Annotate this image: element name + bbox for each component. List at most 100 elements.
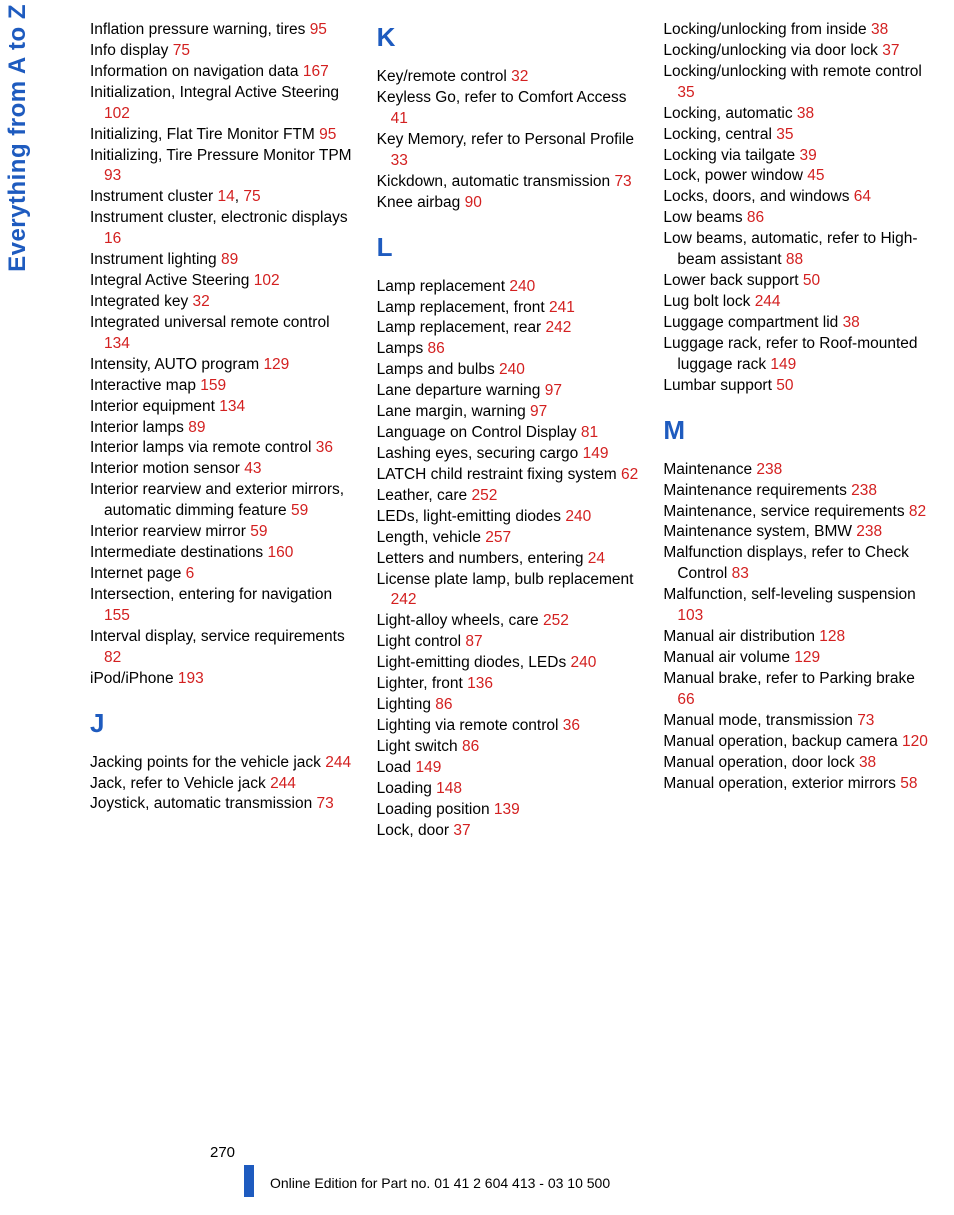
page-ref[interactable]: 37 bbox=[882, 42, 899, 59]
page-ref[interactable]: 97 bbox=[530, 403, 547, 420]
page-ref[interactable]: 38 bbox=[843, 314, 860, 331]
page-ref[interactable]: 50 bbox=[776, 377, 793, 394]
page-ref[interactable]: 43 bbox=[244, 460, 261, 477]
page-ref[interactable]: 14 bbox=[218, 188, 235, 205]
index-entry: Lug bolt lock 244 bbox=[663, 292, 930, 313]
page-ref[interactable]: 238 bbox=[756, 461, 782, 478]
page-ref[interactable]: 252 bbox=[543, 612, 569, 629]
page-ref[interactable]: 64 bbox=[854, 188, 871, 205]
page-ref[interactable]: 155 bbox=[104, 607, 130, 624]
page-ref[interactable]: 193 bbox=[178, 670, 204, 687]
index-entry: Lighting via remote control 36 bbox=[377, 716, 644, 737]
page-ref[interactable]: 120 bbox=[902, 733, 928, 750]
page-ref[interactable]: 159 bbox=[200, 377, 226, 394]
page-ref[interactable]: 129 bbox=[794, 649, 820, 666]
page-ref[interactable]: 50 bbox=[803, 272, 820, 289]
page-ref[interactable]: 134 bbox=[219, 398, 245, 415]
index-entry: Lamps 86 bbox=[377, 339, 644, 360]
page-ref[interactable]: 66 bbox=[677, 691, 694, 708]
page-ref[interactable]: 16 bbox=[104, 230, 121, 247]
page-ref[interactable]: 240 bbox=[571, 654, 597, 671]
index-entry: Keyless Go, refer to Comfort Access 41 bbox=[377, 88, 644, 130]
page-ref[interactable]: 128 bbox=[819, 628, 845, 645]
page-ref[interactable]: 36 bbox=[316, 439, 333, 456]
page-ref[interactable]: 73 bbox=[857, 712, 874, 729]
page-ref[interactable]: 238 bbox=[851, 482, 877, 499]
page-ref[interactable]: 148 bbox=[436, 780, 462, 797]
page-ref[interactable]: 86 bbox=[747, 209, 764, 226]
page-ref[interactable]: 39 bbox=[799, 147, 816, 164]
page-ref[interactable]: 167 bbox=[303, 63, 329, 80]
page-ref[interactable]: 45 bbox=[807, 167, 824, 184]
index-entry: Manual operation, exterior mirrors 58 bbox=[663, 774, 930, 795]
page-ref[interactable]: 75 bbox=[243, 188, 260, 205]
page-ref[interactable]: 95 bbox=[319, 126, 336, 143]
page-ref[interactable]: 81 bbox=[581, 424, 598, 441]
page-ref[interactable]: 37 bbox=[453, 822, 470, 839]
page-ref[interactable]: 73 bbox=[614, 173, 631, 190]
page-ref[interactable]: 86 bbox=[435, 696, 452, 713]
page-ref[interactable]: 241 bbox=[549, 299, 575, 316]
index-entry: LEDs, light-emitting diodes 240 bbox=[377, 507, 644, 528]
page-ref[interactable]: 75 bbox=[173, 42, 190, 59]
page-ref[interactable]: 6 bbox=[186, 565, 195, 582]
page-ref[interactable]: 82 bbox=[104, 649, 121, 666]
page-ref[interactable]: 240 bbox=[509, 278, 535, 295]
index-entry: Initialization, Integral Active Steering… bbox=[90, 83, 357, 125]
page-ref[interactable]: 41 bbox=[391, 110, 408, 127]
page-ref[interactable]: 90 bbox=[465, 194, 482, 211]
page-ref[interactable]: 149 bbox=[415, 759, 441, 776]
page-ref[interactable]: 89 bbox=[221, 251, 238, 268]
page-ref[interactable]: 24 bbox=[588, 550, 605, 567]
page-ref[interactable]: 95 bbox=[310, 21, 327, 38]
page-ref[interactable]: 257 bbox=[485, 529, 511, 546]
page-ref[interactable]: 59 bbox=[291, 502, 308, 519]
page-ref[interactable]: 87 bbox=[465, 633, 482, 650]
page-ref[interactable]: 136 bbox=[467, 675, 493, 692]
page-ref[interactable]: 86 bbox=[462, 738, 479, 755]
page-ref[interactable]: 32 bbox=[511, 68, 528, 85]
index-entry: Lock, door 37 bbox=[377, 821, 644, 842]
page-ref[interactable]: 36 bbox=[563, 717, 580, 734]
page-ref[interactable]: 160 bbox=[268, 544, 294, 561]
page-ref[interactable]: 242 bbox=[546, 319, 572, 336]
page-ref[interactable]: 102 bbox=[254, 272, 280, 289]
page-ref[interactable]: 97 bbox=[545, 382, 562, 399]
page-ref[interactable]: 252 bbox=[471, 487, 497, 504]
page-ref[interactable]: 88 bbox=[786, 251, 803, 268]
page-ref[interactable]: 244 bbox=[755, 293, 781, 310]
page-ref[interactable]: 33 bbox=[391, 152, 408, 169]
page-ref[interactable]: 238 bbox=[856, 523, 882, 540]
page-ref[interactable]: 240 bbox=[499, 361, 525, 378]
page-ref[interactable]: 86 bbox=[428, 340, 445, 357]
page-ref[interactable]: 240 bbox=[565, 508, 591, 525]
page-ref[interactable]: 58 bbox=[900, 775, 917, 792]
index-entry: License plate lamp, bulb replacement 242 bbox=[377, 570, 644, 612]
page-ref[interactable]: 89 bbox=[188, 419, 205, 436]
page-ref[interactable]: 38 bbox=[871, 21, 888, 38]
page-ref[interactable]: 129 bbox=[263, 356, 289, 373]
page-ref[interactable]: 73 bbox=[317, 795, 334, 812]
page-ref[interactable]: 102 bbox=[104, 105, 130, 122]
page-ref[interactable]: 35 bbox=[677, 84, 694, 101]
index-entry: Maintenance system, BMW 238 bbox=[663, 522, 930, 543]
page-ref[interactable]: 93 bbox=[104, 167, 121, 184]
page-ref[interactable]: 149 bbox=[770, 356, 796, 373]
page-ref[interactable]: 62 bbox=[621, 466, 638, 483]
page-ref[interactable]: 59 bbox=[250, 523, 267, 540]
page-ref[interactable]: 242 bbox=[391, 591, 417, 608]
index-entry: Kickdown, automatic transmission 73 bbox=[377, 172, 644, 193]
page-ref[interactable]: 134 bbox=[104, 335, 130, 352]
page-ref[interactable]: 139 bbox=[494, 801, 520, 818]
page-ref[interactable]: 149 bbox=[583, 445, 609, 462]
page-ref[interactable]: 82 bbox=[909, 503, 926, 520]
page-ref[interactable]: 244 bbox=[270, 775, 296, 792]
page-ref[interactable]: 244 bbox=[325, 754, 351, 771]
page-number: 270 bbox=[210, 1144, 235, 1161]
page-ref[interactable]: 38 bbox=[859, 754, 876, 771]
page-ref[interactable]: 83 bbox=[732, 565, 749, 582]
page-ref[interactable]: 35 bbox=[776, 126, 793, 143]
page-ref[interactable]: 38 bbox=[797, 105, 814, 122]
page-ref[interactable]: 103 bbox=[677, 607, 703, 624]
page-ref[interactable]: 32 bbox=[193, 293, 210, 310]
